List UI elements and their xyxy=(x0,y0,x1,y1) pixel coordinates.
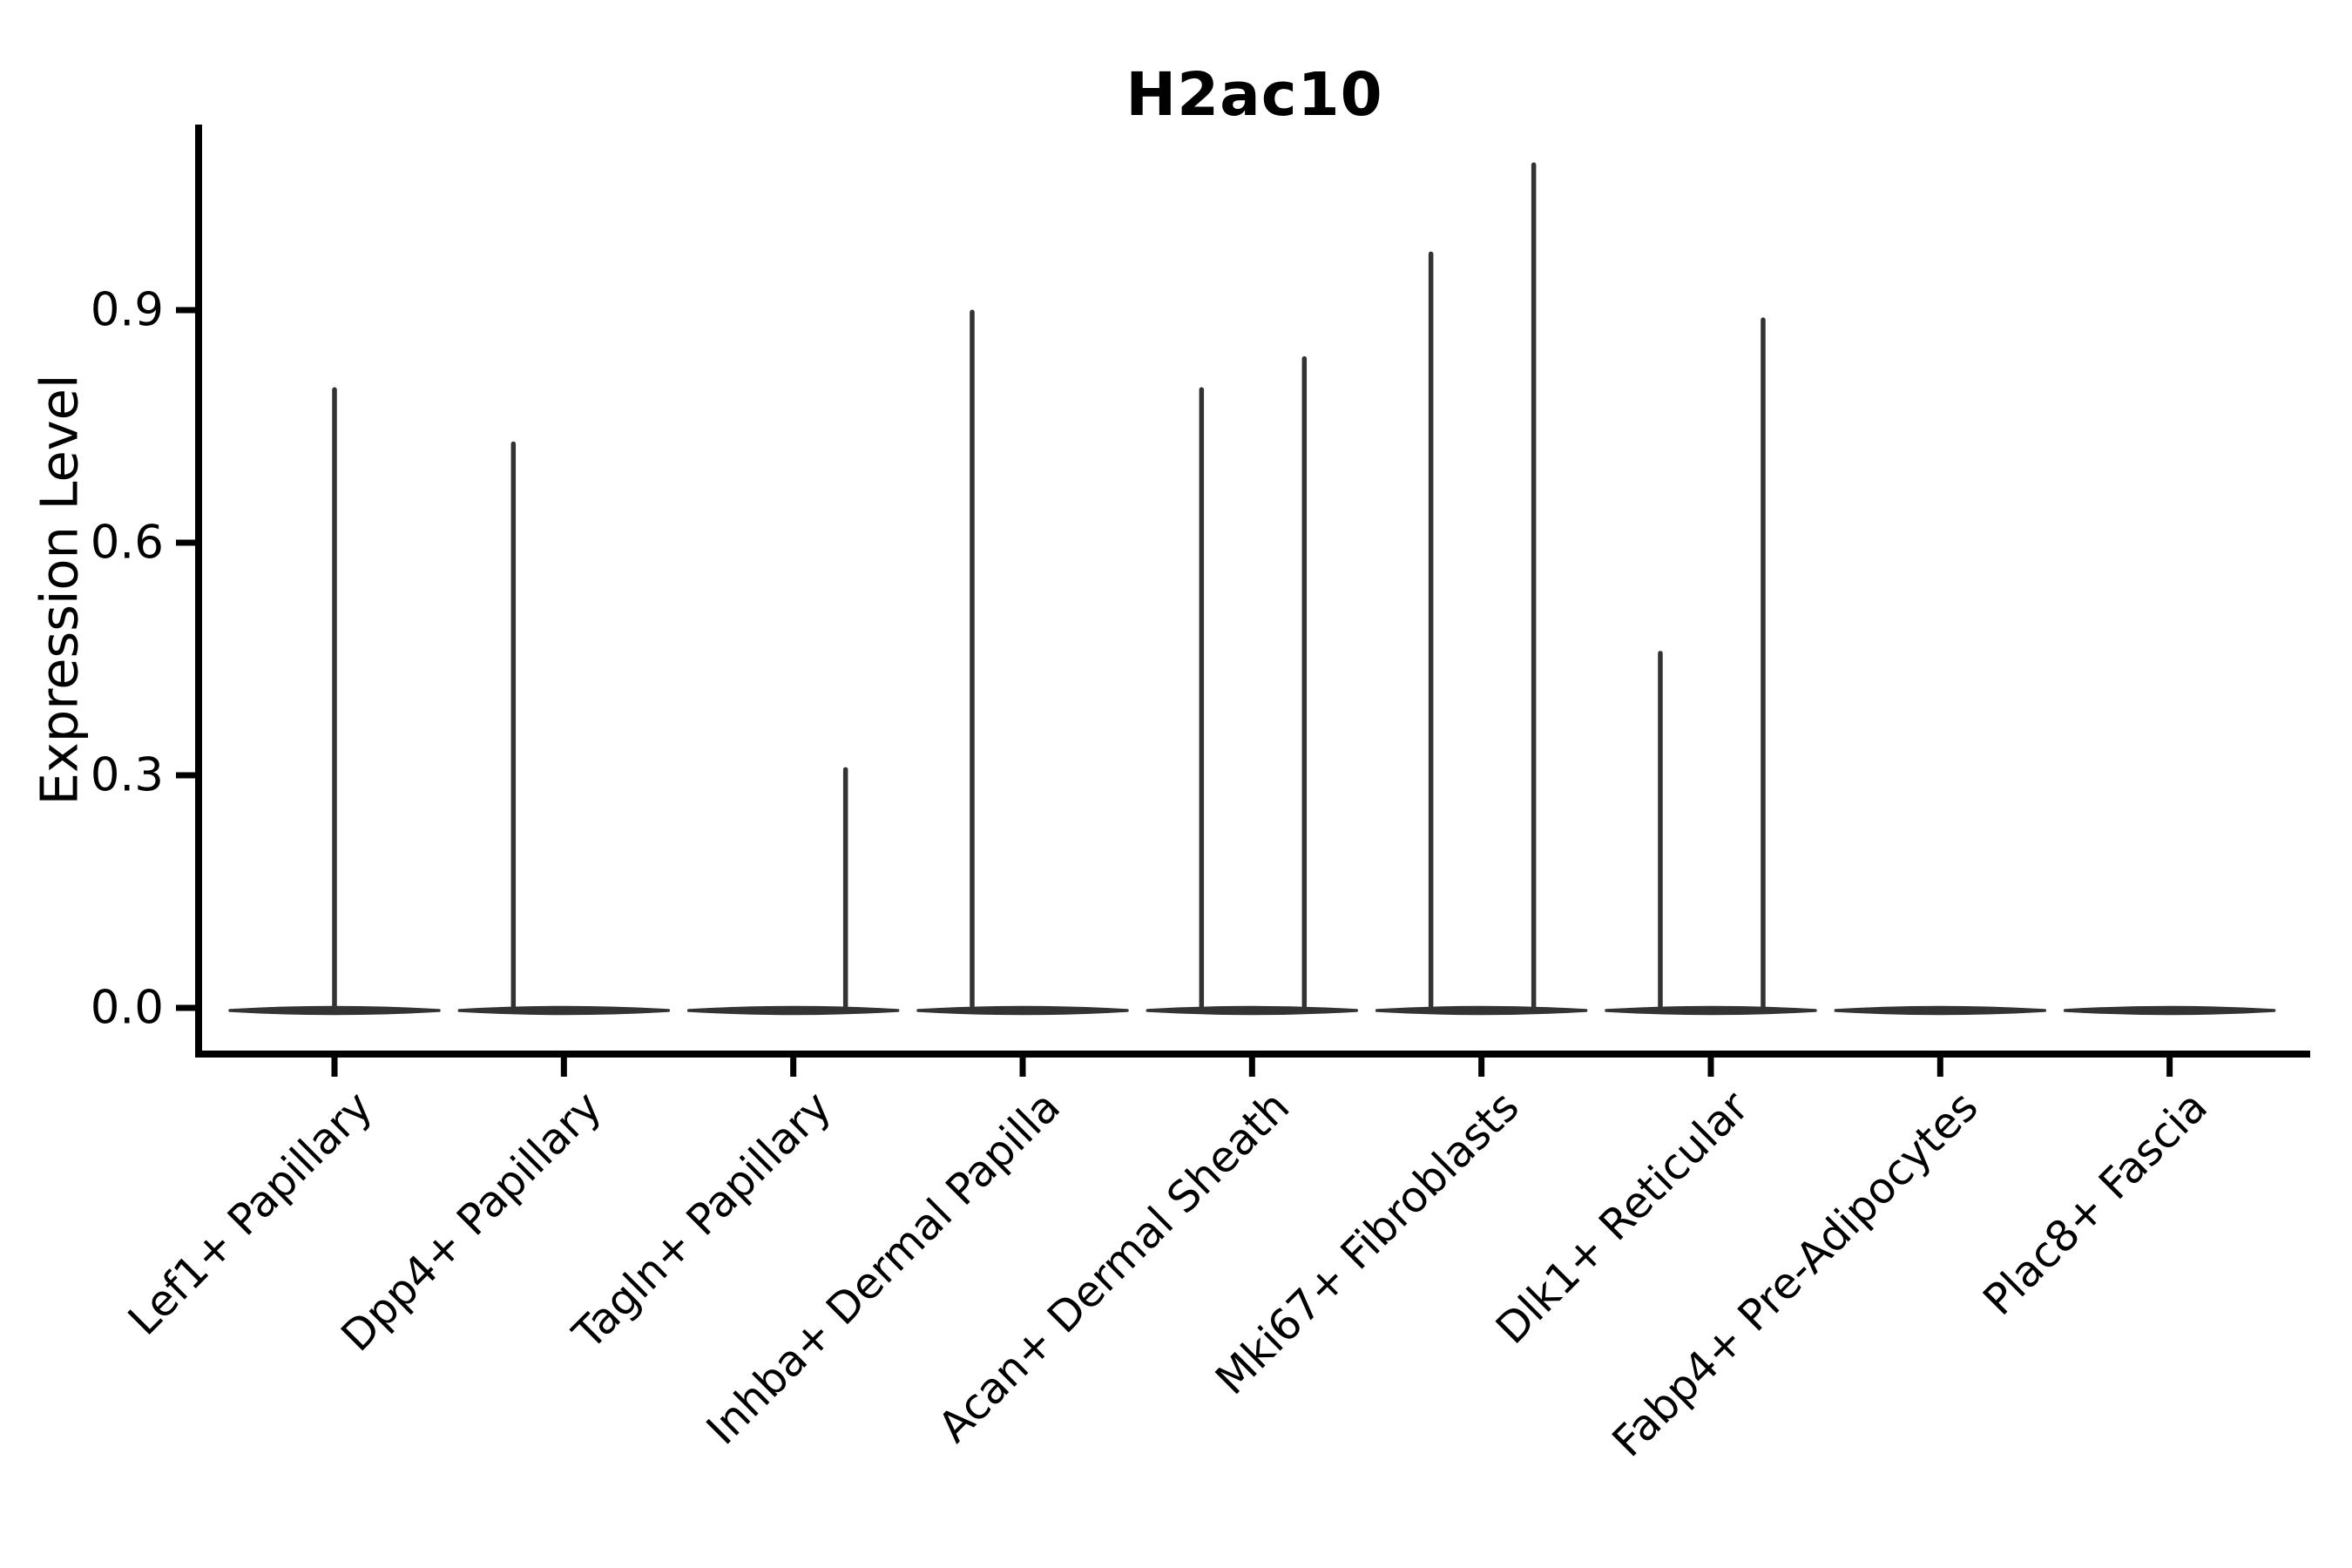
violin-zero-bulk xyxy=(1146,1005,1359,1016)
x-tick xyxy=(1248,1058,1255,1077)
x-tick xyxy=(790,1058,797,1077)
violin-zero-bulk xyxy=(686,1005,900,1016)
violin-spike xyxy=(1658,651,1663,1009)
x-tick xyxy=(1936,1058,1943,1077)
violin-zero-bulk xyxy=(1375,1005,1588,1016)
x-tick xyxy=(1019,1058,1026,1077)
violin-spike xyxy=(970,309,975,1009)
violin-zero-bulk xyxy=(2063,1005,2276,1016)
y-axis-line xyxy=(195,125,202,1058)
violin-spike xyxy=(1531,162,1537,1009)
violin-spike xyxy=(332,387,337,1009)
x-tick xyxy=(560,1058,567,1077)
x-tick xyxy=(331,1058,338,1077)
x-tick xyxy=(1478,1058,1485,1077)
y-axis-label: Expression Level xyxy=(29,374,90,806)
x-tick xyxy=(1707,1058,1714,1077)
violin-spike xyxy=(842,767,848,1009)
x-tick xyxy=(2166,1058,2173,1077)
y-tick xyxy=(176,772,199,779)
y-tick xyxy=(176,307,199,314)
y-tick-label: 0.0 xyxy=(90,981,164,1035)
y-tick xyxy=(176,539,199,546)
violin-zero-bulk xyxy=(228,1005,441,1016)
violin-spike xyxy=(510,441,517,1009)
violin-zero-bulk xyxy=(916,1005,1129,1016)
y-tick-label: 0.6 xyxy=(90,516,164,570)
violin-zero-bulk xyxy=(1605,1005,1817,1016)
violin-zero-bulk xyxy=(1834,1005,2047,1016)
y-tick-label: 0.9 xyxy=(90,283,164,337)
chart-title: H2ac10 xyxy=(1125,60,1383,130)
violin-spike xyxy=(1301,355,1308,1009)
violin-zero-bulk xyxy=(457,1005,671,1016)
y-tick-label: 0.3 xyxy=(90,748,164,802)
violin-spike xyxy=(1761,317,1766,1009)
y-tick xyxy=(176,1004,199,1011)
violin-spike xyxy=(1199,387,1205,1009)
violin-spike xyxy=(1428,251,1434,1009)
x-axis-line xyxy=(195,1051,2310,1058)
